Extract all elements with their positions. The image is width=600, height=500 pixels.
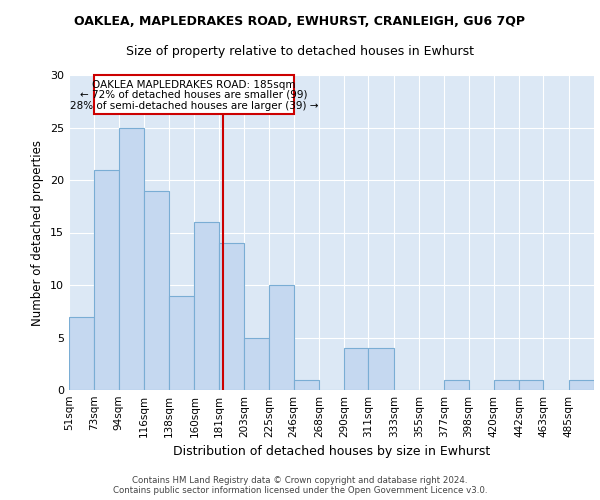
Bar [494, 380, 519, 390]
Text: ← 72% of detached houses are smaller (99): ← 72% of detached houses are smaller (99… [80, 90, 308, 100]
Y-axis label: Number of detached properties: Number of detached properties [31, 140, 44, 326]
Bar [69, 316, 94, 390]
Bar [194, 222, 218, 390]
Bar [445, 380, 469, 390]
X-axis label: Distribution of detached houses by size in Ewhurst: Distribution of detached houses by size … [173, 446, 490, 458]
Bar [269, 285, 293, 390]
Bar [293, 380, 319, 390]
Text: Size of property relative to detached houses in Ewhurst: Size of property relative to detached ho… [126, 45, 474, 58]
Text: OAKLEA MAPLEDRAKES ROAD: 185sqm: OAKLEA MAPLEDRAKES ROAD: 185sqm [92, 80, 296, 90]
Bar [119, 128, 144, 390]
Text: Contains HM Land Registry data © Crown copyright and database right 2024.: Contains HM Land Registry data © Crown c… [132, 476, 468, 485]
Bar [368, 348, 394, 390]
Text: OAKLEA, MAPLEDRAKES ROAD, EWHURST, CRANLEIGH, GU6 7QP: OAKLEA, MAPLEDRAKES ROAD, EWHURST, CRANL… [74, 15, 526, 28]
Bar [169, 296, 194, 390]
Bar [569, 380, 594, 390]
Bar [244, 338, 269, 390]
Bar [94, 170, 119, 390]
Text: 28% of semi-detached houses are larger (39) →: 28% of semi-detached houses are larger (… [70, 100, 318, 110]
Text: Contains public sector information licensed under the Open Government Licence v3: Contains public sector information licen… [113, 486, 487, 495]
Bar [94, 75, 293, 114]
Bar [144, 190, 169, 390]
Bar [218, 243, 244, 390]
Bar [519, 380, 544, 390]
Bar [344, 348, 368, 390]
